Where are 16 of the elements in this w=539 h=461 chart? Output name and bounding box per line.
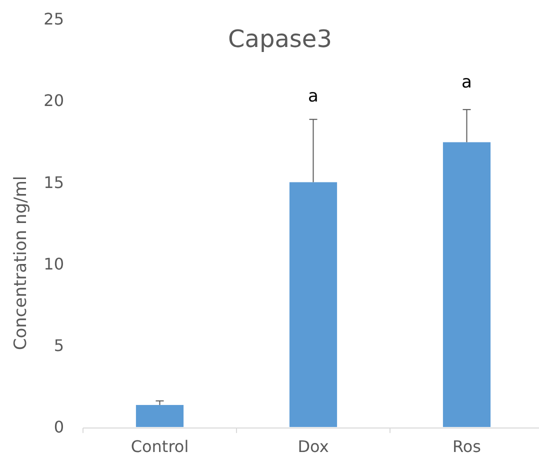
chart-title: Capase3	[228, 25, 332, 53]
annotation: a	[308, 86, 318, 106]
annotation: a	[462, 72, 472, 93]
bar	[289, 182, 338, 427]
y-axis-title: Concentration ng/ml	[11, 176, 31, 350]
x-tick-label: Dox	[298, 437, 329, 456]
y-tick-label: 20	[44, 91, 64, 110]
y-tick-label: 5	[54, 336, 64, 355]
x-tick-label: Control	[130, 437, 189, 456]
y-tick-label: 15	[44, 172, 64, 192]
bar	[136, 404, 184, 427]
x-tick-label: Ros	[452, 437, 482, 456]
y-tick-label: 25	[44, 10, 64, 29]
bar	[442, 142, 491, 427]
y-tick-label: 10	[44, 254, 64, 274]
y-tick-label: 0	[54, 418, 64, 437]
